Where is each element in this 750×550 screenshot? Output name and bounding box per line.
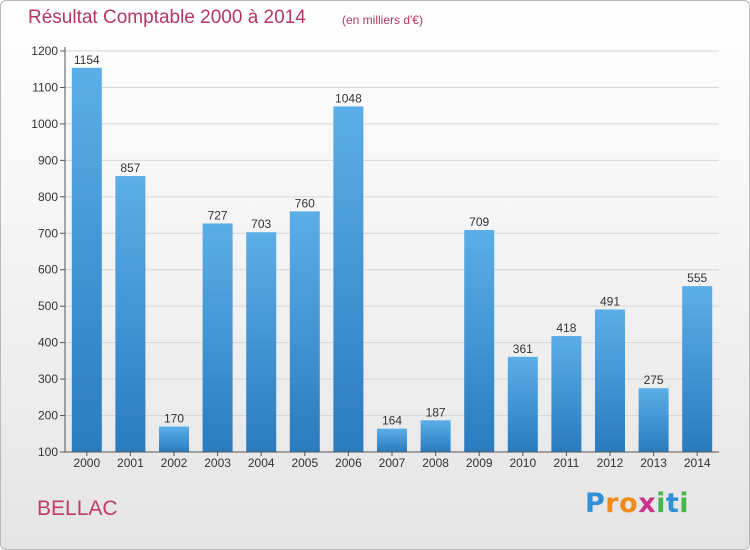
x-tick-label-2006: 2006 [335, 456, 362, 470]
data-label-2009: 709 [469, 215, 489, 229]
bar-2013 [638, 388, 669, 452]
x-tick-label-2001: 2001 [117, 456, 144, 470]
x-tick-label-2009: 2009 [466, 456, 493, 470]
bar-2012 [595, 309, 625, 452]
bar-2004 [246, 232, 277, 452]
bar-2011 [551, 336, 582, 452]
logo-letter: i [656, 488, 666, 519]
y-tick-label: 1100 [32, 80, 58, 94]
y-tick-label: 800 [38, 190, 58, 204]
data-label-2012: 491 [600, 294, 620, 308]
chart-title: Résultat Comptable 2000 à 2014 [28, 7, 306, 28]
bar-2008 [420, 420, 451, 452]
bar-2007 [377, 428, 407, 452]
bar-2001 [115, 176, 146, 452]
y-tick-label: 1200 [31, 44, 58, 58]
x-tick-label-2007: 2007 [379, 456, 406, 470]
bar-2000 [71, 67, 102, 452]
bar-2010 [507, 356, 538, 452]
data-label-2002: 170 [164, 411, 184, 425]
bar-2009 [464, 229, 495, 452]
x-tick-label-2002: 2002 [161, 456, 188, 470]
y-tick-label: 200 [38, 409, 58, 423]
data-label-2003: 727 [208, 208, 228, 222]
data-label-2006: 1048 [335, 91, 362, 105]
bar-2003 [202, 223, 233, 452]
y-tick-label: 500 [38, 299, 58, 313]
x-tick-label-2014: 2014 [684, 456, 711, 470]
y-tick-label: 600 [38, 263, 58, 277]
data-label-2011: 418 [556, 321, 576, 335]
logo-letter: r [605, 488, 620, 519]
bar-2005 [289, 211, 320, 452]
y-tick-label: 700 [38, 226, 58, 240]
data-label-2004: 703 [251, 217, 271, 231]
x-tick-label-2010: 2010 [509, 456, 536, 470]
bar-2006 [333, 106, 364, 452]
logo-letter: P [585, 488, 606, 519]
data-label-2005: 760 [295, 196, 315, 210]
data-label-2007: 164 [382, 414, 402, 428]
y-tick-label: 100 [38, 445, 58, 459]
labels: 100 200 300 400 500 600 700 800 900 1000 1100 1200 1… [31, 44, 711, 470]
data-label-2008: 187 [426, 405, 446, 419]
logo-letter: i [679, 488, 690, 519]
x-tick-label-2008: 2008 [422, 456, 449, 470]
commune-name: BELLAC [37, 497, 118, 520]
bar-2014 [682, 286, 713, 452]
data-label-2001: 857 [120, 161, 140, 175]
bar-2002 [159, 426, 189, 452]
axes [60, 47, 719, 456]
data-label-2010: 361 [513, 342, 533, 356]
y-tick-label: 1000 [31, 117, 58, 131]
chart-subtitle: (en milliers d'€) [342, 13, 423, 27]
bars [71, 67, 713, 452]
logo-letter: o [619, 488, 639, 519]
logo-letter: x [638, 488, 657, 519]
y-tick-label: 300 [38, 372, 58, 386]
y-tick-label: 400 [38, 336, 58, 350]
logo-letter: t [665, 488, 680, 519]
x-tick-label-2003: 2003 [204, 456, 231, 470]
x-tick-label-2011: 2011 [553, 456, 579, 470]
data-label-2000: 1154 [74, 53, 100, 67]
x-tick-label-2005: 2005 [291, 456, 318, 470]
x-tick-label-2012: 2012 [597, 456, 624, 470]
data-label-2014: 555 [687, 271, 707, 285]
proxiti-logo: Proxiti [585, 488, 689, 519]
x-tick-label-2013: 2013 [640, 456, 667, 470]
x-tick-label-2000: 2000 [73, 456, 100, 470]
x-tick-label-2004: 2004 [248, 456, 275, 470]
data-label-2013: 275 [644, 373, 664, 387]
y-tick-label: 900 [38, 153, 58, 167]
